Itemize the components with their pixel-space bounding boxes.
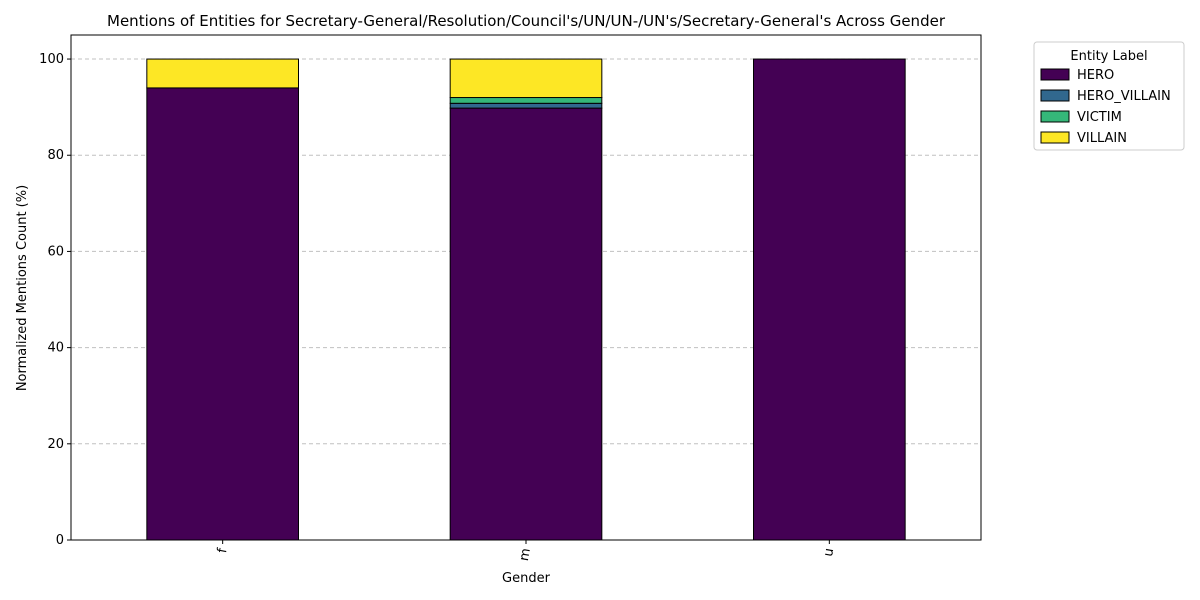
y-tick-label: 80 bbox=[47, 148, 64, 163]
bars bbox=[146, 58, 906, 541]
y-tick-label: 40 bbox=[47, 341, 64, 356]
legend-label-hero: HERO bbox=[1077, 68, 1114, 83]
legend-title: Entity Label bbox=[1070, 49, 1147, 64]
legend: Entity Label HERO HERO_VILLAIN VICTIM VILLA… bbox=[1033, 41, 1185, 151]
x-tick-label: f bbox=[215, 547, 231, 555]
legend-swatch-victim bbox=[1040, 110, 1070, 123]
y-tick-label: 0 bbox=[56, 533, 64, 548]
x-axis-label: Gender bbox=[502, 571, 551, 586]
legend-items: HERO HERO_VILLAIN VICTIM VILLAIN bbox=[1040, 68, 1171, 146]
y-axis-label: Normalized Mentions Count (%) bbox=[15, 185, 30, 391]
legend-label-victim: VICTIM bbox=[1077, 110, 1122, 125]
legend-label-hero-villain: HERO_VILLAIN bbox=[1077, 89, 1171, 104]
bar-hero-m bbox=[449, 107, 603, 541]
bar-villain-m bbox=[449, 58, 603, 99]
bar-villain-f bbox=[146, 58, 299, 89]
legend-label-villain: VILLAIN bbox=[1077, 131, 1127, 146]
bar-victim-m bbox=[449, 97, 603, 104]
legend-swatch-villain bbox=[1040, 131, 1070, 144]
chart-title: Mentions of Entities for Secretary-Gener… bbox=[107, 12, 946, 30]
x-tick-label: u bbox=[821, 547, 837, 558]
legend-swatch-hero-villain bbox=[1040, 89, 1070, 102]
y-tick-label: 60 bbox=[47, 244, 64, 259]
legend-frame bbox=[1033, 41, 1185, 151]
bar-hero-u bbox=[753, 58, 906, 541]
y-axis-ticks: 0 20 40 60 80 100 bbox=[39, 52, 71, 548]
x-tick-label: m bbox=[517, 547, 534, 562]
legend-swatch-hero bbox=[1040, 68, 1070, 81]
y-tick-label: 20 bbox=[47, 437, 64, 452]
y-tick-label: 100 bbox=[39, 52, 64, 67]
bar-hero-f bbox=[146, 87, 299, 541]
bar-hero-villain-m bbox=[449, 102, 603, 109]
